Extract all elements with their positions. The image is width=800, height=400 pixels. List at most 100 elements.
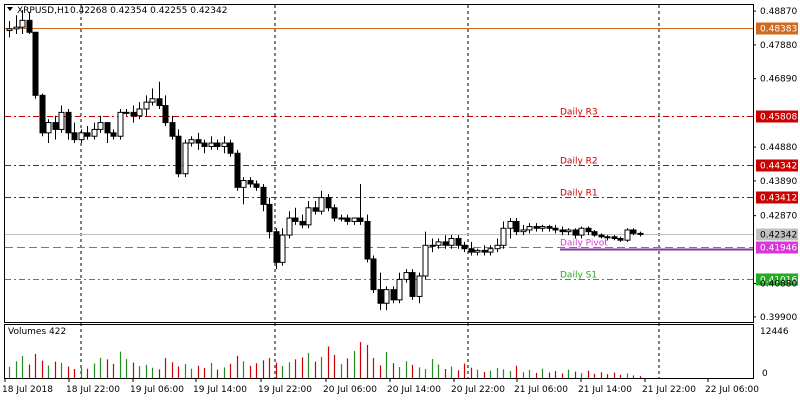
candle [429,238,436,253]
candle [533,223,540,232]
candle-body [357,217,364,222]
candle-body [630,229,637,234]
candle-body [572,229,579,236]
candle-body [611,236,618,239]
candle [143,95,150,116]
time-tick-label: 19 Jul 22:00 [258,385,312,395]
candle-body [97,122,104,130]
candle-body [286,217,293,236]
candle [6,21,13,38]
candle [182,139,189,178]
candle-body [604,236,611,239]
candle [65,108,72,140]
candle-body [175,135,182,175]
candle-body [273,231,280,263]
candle-body [468,248,475,253]
candle [325,194,332,212]
level-name-label: Daily R1 [560,189,598,199]
candle-body [403,272,410,280]
level-price-label: 0.44342 [760,162,797,172]
level-price-box [756,241,798,254]
candle-body [71,132,78,141]
candle [19,10,26,34]
volume-tick-label: 12446 [760,327,789,337]
candle [39,93,46,137]
ohlc-readout: 0.42268 0.42354 0.42255 0.42342 [70,6,227,16]
candle [201,139,208,154]
candle [32,31,39,99]
candle-body [247,180,254,185]
candle [630,228,637,236]
level-name-label: Daily R3 [560,108,598,118]
candle-body [32,31,39,96]
volume-header: Volumes 422 [8,327,66,337]
candle [513,218,520,236]
candle [136,102,143,120]
candle [487,245,494,256]
candle-body [234,152,241,188]
candle [585,226,592,236]
level-price-box [756,22,798,35]
chevron-down-icon[interactable] [7,7,13,11]
price-tick-label: 0.43890 [760,177,797,187]
candle [149,88,156,106]
candle [110,129,117,140]
candle [162,95,169,127]
time-tick-label: 19 Jul 06:00 [130,385,184,395]
candle-body [214,142,221,147]
candle [279,228,286,266]
candle-body [182,142,189,175]
candle-body [552,227,559,231]
candle-body [520,229,527,233]
candle [130,105,137,123]
candle-body [240,180,247,188]
candle [97,115,104,133]
candle [578,226,585,239]
candle [552,224,559,234]
candle-body [364,220,371,260]
candle [409,269,416,300]
level-price-box [756,191,798,204]
candle [305,200,312,229]
candle [461,241,468,253]
candle-body [39,94,46,134]
current-price-label: 0.42342 [760,231,797,241]
candle-body [305,207,312,226]
candle [500,221,507,249]
candle [117,108,124,140]
candle-body [312,207,319,212]
candle [448,235,455,249]
candle-body [578,227,585,236]
candle [260,183,267,212]
candle-body [26,19,33,33]
time-tick-label: 21 Jul 06:00 [514,385,568,395]
candle-body [201,142,208,147]
candle-body [299,220,306,226]
candle [91,122,98,140]
candle-body [500,227,507,246]
candle [357,183,364,225]
candle-body [331,207,338,219]
candle [286,211,293,239]
candle [78,129,85,144]
candle [123,108,130,116]
level-price-label: 0.48383 [760,25,797,35]
candle-body [383,289,390,304]
candle-body [130,111,137,117]
candle-body [429,244,436,247]
candle [572,228,579,239]
candle-body [546,226,553,229]
candle-body [559,229,566,233]
candle-body [318,197,325,212]
candle [13,15,20,34]
time-tick-label: 20 Jul 22:00 [451,385,505,395]
level-price-box [756,273,798,286]
candle-body [279,234,286,263]
candle-body [396,278,403,301]
candle [234,149,241,191]
candle [422,231,429,280]
candle [84,126,91,140]
candle-body [435,241,442,246]
candle [58,105,65,133]
time-tick-label: 18 Jul 22:00 [66,385,120,395]
